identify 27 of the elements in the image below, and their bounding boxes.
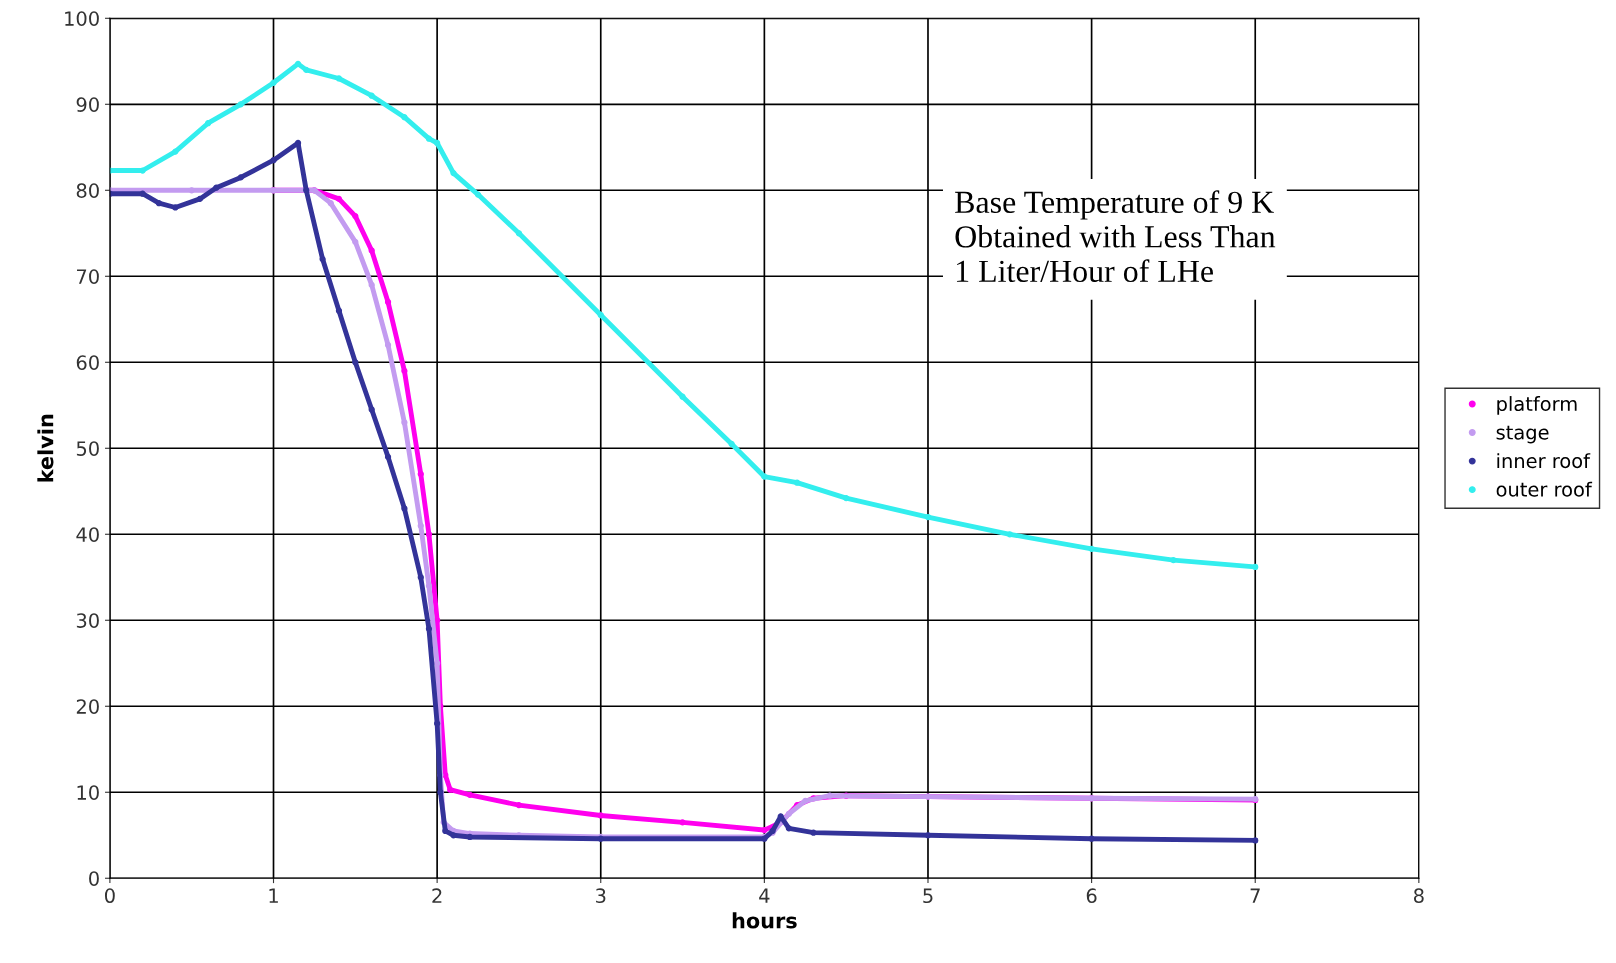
legend-label: inner roof [1497,453,1591,469]
y-tick-label: 30 [76,613,99,628]
x-tick-label: 5 [923,888,933,904]
y-tick-label: 20 [76,699,99,714]
annotation: Base Temperature of 9 K Obtained with Less Than 1 Liter/Hour of LHe [955,190,1276,283]
x-tick-label: 7 [1250,888,1260,903]
y-tick-label: 10 [77,785,99,800]
x-tick-label: 0 [104,888,115,904]
y-axis-title: kelvin [37,414,54,482]
y-tick-label: 80 [76,183,99,198]
legend-label: outer roof [1496,481,1593,497]
y-tick-label: 100 [65,11,99,26]
x-tick-label: 3 [596,888,606,904]
y-tick-label: 60 [76,355,99,370]
x-tick-label: 2 [432,888,442,903]
legend-label: platform [1497,396,1577,415]
x-axis-title: hours [732,912,797,929]
y-tick-label: 0 [89,871,99,886]
x-tick-label: 8 [1413,888,1424,904]
x-tick-label: 1 [269,888,278,903]
y-tick-label: 90 [76,97,99,112]
legend-label: stage [1496,425,1549,444]
y-tick-label: 70 [77,269,99,284]
y-tick-label: 40 [76,527,99,542]
y-tick-label: 50 [76,441,99,456]
x-tick-label: 4 [759,888,770,903]
x-tick-label: 6 [1086,888,1097,904]
